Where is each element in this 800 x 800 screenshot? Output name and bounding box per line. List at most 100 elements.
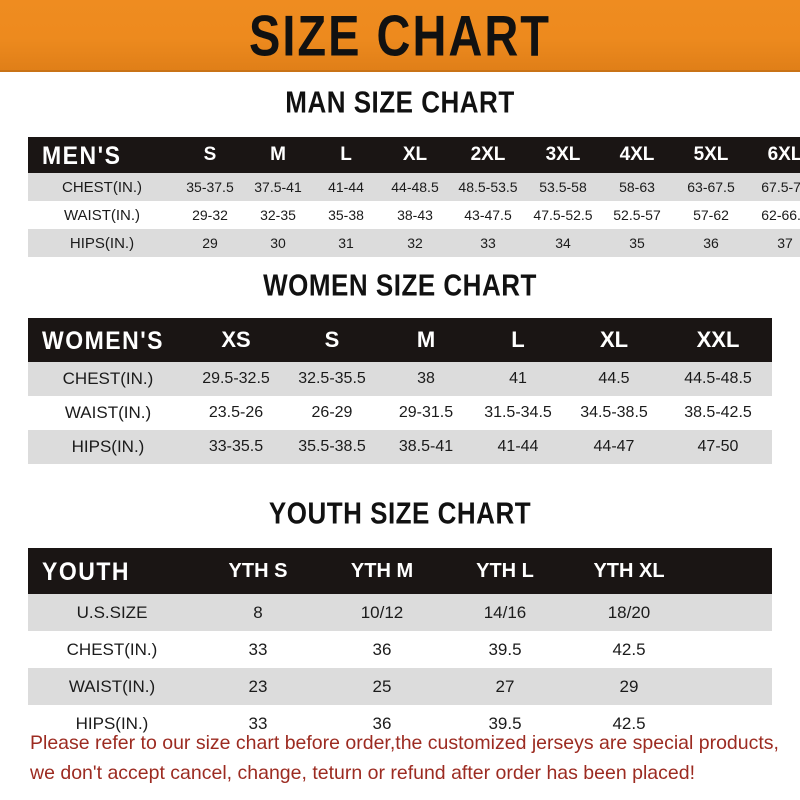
table-cell: 52.5-57 bbox=[613, 207, 661, 223]
table-cell: 57-62 bbox=[693, 207, 729, 223]
table-cell: 8 bbox=[253, 602, 263, 622]
table-cell: 39.5 bbox=[488, 713, 522, 733]
table-row: WAIST(IN.) 23.5-26 26-29 29-31.5 31.5-34… bbox=[28, 396, 772, 430]
women-col-header-m: M bbox=[416, 327, 436, 352]
men-col-header-m: M bbox=[270, 144, 286, 165]
men-col-header-l: L bbox=[340, 144, 352, 165]
table-cell: 38.5-41 bbox=[398, 438, 454, 455]
table-cell: 33 bbox=[480, 235, 496, 251]
women-col-header-xs: XS bbox=[221, 327, 251, 352]
table-cell: 43-47.5 bbox=[464, 207, 512, 223]
men-col-header-4xl: 4XL bbox=[619, 144, 655, 165]
table-cell-spacer bbox=[692, 631, 772, 668]
table-cell: 32 bbox=[407, 235, 423, 251]
table-cell: 62-66.5 bbox=[761, 207, 800, 223]
table-cell: 38.5-42.5 bbox=[684, 404, 752, 421]
table-cell: 44-48.5 bbox=[391, 179, 439, 195]
table-row: CHEST(IN.) 35-37.5 37.5-41 41-44 44-48.5… bbox=[28, 173, 800, 201]
women-row-label-waist: WAIST(IN.) bbox=[64, 403, 152, 422]
table-cell: 29-32 bbox=[192, 207, 228, 223]
youth-row-label-waist: WAIST(IN.) bbox=[68, 676, 156, 696]
table-cell: 29 bbox=[202, 235, 218, 251]
table-cell: 44-47 bbox=[593, 438, 635, 455]
men-row-label-chest: CHEST(IN.) bbox=[62, 178, 142, 196]
page-title: SIZE CHART bbox=[249, 2, 551, 68]
footer-line-2: we don't accept cancel, change, teturn o… bbox=[30, 762, 695, 784]
women-row-label-hips: HIPS(IN.) bbox=[71, 437, 145, 456]
table-cell-spacer bbox=[692, 668, 772, 705]
table-cell: 29-31.5 bbox=[398, 404, 454, 421]
women-row-label-header: WOMEN'S bbox=[42, 325, 165, 354]
section-heading-youth: YOUTH SIZE CHART bbox=[268, 495, 532, 531]
page-banner: SIZE CHART bbox=[0, 0, 800, 72]
table-cell: 41 bbox=[509, 370, 527, 387]
table-row: HIPS(IN.) 29 30 31 32 33 34 35 36 37 bbox=[28, 229, 800, 257]
table-cell: 42.5 bbox=[612, 639, 646, 659]
table-row: U.S.SIZE 8 10/12 14/16 18/20 bbox=[28, 594, 772, 631]
table-cell: 38 bbox=[417, 370, 435, 387]
table-cell: 36 bbox=[372, 713, 392, 733]
youth-table-header-row: YOUTH YTH S YTH M YTH L YTH XL bbox=[28, 548, 772, 594]
table-cell-spacer bbox=[692, 594, 772, 631]
table-cell: 36 bbox=[703, 235, 719, 251]
women-col-header-xxl: XXL bbox=[696, 327, 740, 352]
footer-line-1: Please refer to our size chart before or… bbox=[30, 732, 779, 754]
table-cell: 32-35 bbox=[260, 207, 296, 223]
table-cell: 67.5-72 bbox=[761, 179, 800, 195]
table-cell: 33 bbox=[248, 713, 268, 733]
table-cell: 41-44 bbox=[497, 438, 539, 455]
table-cell: 39.5 bbox=[488, 639, 522, 659]
table-cell: 25 bbox=[372, 676, 392, 696]
table-cell: 10/12 bbox=[360, 602, 404, 622]
table-cell: 47-50 bbox=[697, 438, 739, 455]
table-cell: 32.5-35.5 bbox=[298, 370, 366, 387]
men-row-label-waist: WAIST(IN.) bbox=[63, 206, 141, 224]
youth-row-label-us-size: U.S.SIZE bbox=[76, 602, 148, 622]
table-cell: 30 bbox=[270, 235, 286, 251]
table-cell: 27 bbox=[495, 676, 515, 696]
table-row: WAIST(IN.) 29-32 32-35 35-38 38-43 43-47… bbox=[28, 201, 800, 229]
table-cell: 42.5 bbox=[612, 713, 646, 733]
table-cell: 35 bbox=[629, 235, 645, 251]
youth-row-label-header: YOUTH bbox=[42, 556, 130, 585]
youth-col-header-yth-l: YTH L bbox=[476, 559, 534, 582]
women-col-header-l: L bbox=[511, 327, 525, 352]
table-cell: 35-37.5 bbox=[186, 179, 234, 195]
table-row: WAIST(IN.) 23 25 27 29 bbox=[28, 668, 772, 705]
table-row: HIPS(IN.) 33 36 39.5 42.5 bbox=[28, 705, 772, 742]
table-cell: 53.5-58 bbox=[539, 179, 587, 195]
youth-row-label-hips: HIPS(IN.) bbox=[75, 713, 149, 733]
footer-disclaimer: Please refer to our size chart before or… bbox=[30, 728, 779, 788]
table-cell: 18/20 bbox=[607, 602, 651, 622]
table-cell: 37 bbox=[777, 235, 793, 251]
table-cell: 35.5-38.5 bbox=[298, 438, 366, 455]
table-cell: 47.5-52.5 bbox=[533, 207, 593, 223]
youth-col-header-yth-s: YTH S bbox=[228, 559, 288, 582]
table-cell: 29 bbox=[619, 676, 639, 696]
table-cell: 63-67.5 bbox=[687, 179, 735, 195]
section-heading-women: WOMEN SIZE CHART bbox=[263, 267, 537, 303]
table-cell: 33 bbox=[248, 639, 268, 659]
table-cell: 34.5-38.5 bbox=[580, 404, 648, 421]
youth-col-header-yth-m: YTH M bbox=[350, 559, 414, 582]
youth-col-header-spacer bbox=[692, 548, 772, 594]
table-cell: 35-38 bbox=[328, 207, 364, 223]
women-table-header-row: WOMEN'S XS S M L XL XXL bbox=[28, 318, 772, 362]
women-col-header-s: S bbox=[324, 327, 340, 352]
table-cell: 14/16 bbox=[483, 602, 527, 622]
youth-size-table: YOUTH YTH S YTH M YTH L YTH XL U.S.SIZE … bbox=[28, 548, 772, 742]
men-col-header-xl: XL bbox=[402, 144, 428, 165]
men-table-header-row: MEN'S S M L XL 2XL 3XL 4XL 5XL 6XL bbox=[28, 137, 800, 173]
table-cell: 31.5-34.5 bbox=[484, 404, 552, 421]
table-cell: 37.5-41 bbox=[254, 179, 302, 195]
women-size-table: WOMEN'S XS S M L XL XXL CHEST(IN.) 29.5-… bbox=[28, 318, 772, 464]
table-cell: 48.5-53.5 bbox=[458, 179, 518, 195]
table-cell: 26-29 bbox=[311, 404, 353, 421]
youth-col-header-yth-xl: YTH XL bbox=[593, 559, 665, 582]
table-cell: 41-44 bbox=[328, 179, 364, 195]
table-cell: 44.5-48.5 bbox=[684, 370, 752, 387]
table-cell: 44.5 bbox=[598, 370, 630, 387]
table-cell: 38-43 bbox=[397, 207, 433, 223]
table-cell: 23 bbox=[248, 676, 268, 696]
